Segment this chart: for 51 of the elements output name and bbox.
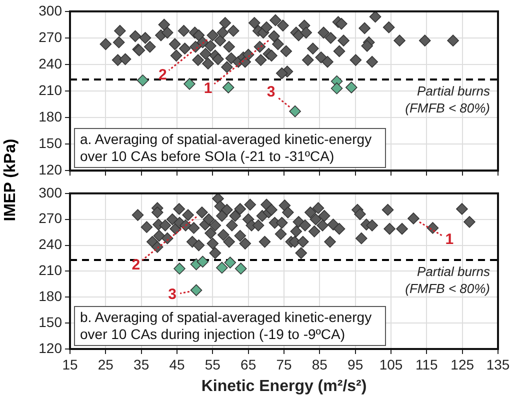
y-tick-label: 270	[38, 28, 62, 45]
x-tick-label: 125	[450, 356, 474, 372]
annotation: 1	[445, 231, 454, 248]
y-tick-label: 300	[38, 184, 62, 200]
y-tick-label: 210	[38, 82, 62, 98]
point	[174, 262, 186, 275]
x-tick-label: 35	[134, 356, 150, 372]
y-tick-label: 240	[38, 236, 62, 252]
x-tick-label: 55	[204, 356, 221, 372]
y-axis-title: IMEP (kPa)	[2, 138, 20, 222]
point	[136, 74, 149, 86]
x-tick-label: 75	[276, 356, 292, 372]
x-tick-label: 135	[486, 356, 510, 372]
annotation: 3	[168, 286, 176, 304]
y-tick-label: 150	[38, 134, 62, 151]
y-tick-label: 120	[38, 161, 62, 178]
point	[234, 262, 247, 275]
x-tick-label: 95	[348, 356, 364, 372]
x-tick-label: 45	[169, 356, 185, 372]
annotation: a. Averaging of spatial-averaged kinetic-energy over 10 CAs before SOIa (-21 to -31ºCA)	[74, 128, 386, 168]
point	[216, 262, 228, 274]
x-tick-label: 25	[98, 356, 114, 372]
ref-line-label: Partial burns (FMFB < 80%)	[405, 264, 490, 296]
point	[330, 82, 343, 94]
y-tick-label: 240	[38, 55, 62, 72]
y-tick-label: 120	[38, 340, 62, 356]
point	[289, 105, 301, 118]
ref-line-label: Partial burns (FMFB < 80%)	[405, 84, 490, 116]
x-tick-label: 85	[312, 356, 328, 372]
x-tick-label: 65	[240, 356, 256, 372]
point	[190, 284, 202, 296]
point	[346, 82, 358, 94]
x-tick-label: 15	[62, 356, 78, 372]
point	[184, 78, 196, 90]
annotation: 3	[266, 83, 276, 100]
x-axis-title: Kinetic Energy (m²/s²)	[201, 378, 367, 395]
point	[224, 256, 236, 268]
annotation: 2	[132, 256, 140, 274]
y-tick-label: 300	[38, 2, 62, 18]
x-tick-label: 105	[379, 356, 403, 372]
y-tick-label: 210	[38, 262, 62, 278]
annotation: b. Averaging of spatial-averaged kinetic-energy over 10 CAs during injection (-19 to -9ºCA)	[74, 306, 386, 346]
y-tick-label: 150	[38, 314, 62, 330]
annotation: 1	[204, 80, 212, 98]
y-tick-label: 270	[38, 210, 62, 226]
annotation: 2	[158, 66, 167, 84]
point	[222, 82, 234, 94]
point	[196, 256, 209, 268]
y-tick-label: 180	[38, 288, 62, 304]
x-tick-label: 115	[416, 356, 438, 372]
y-tick-label: 180	[38, 108, 62, 124]
